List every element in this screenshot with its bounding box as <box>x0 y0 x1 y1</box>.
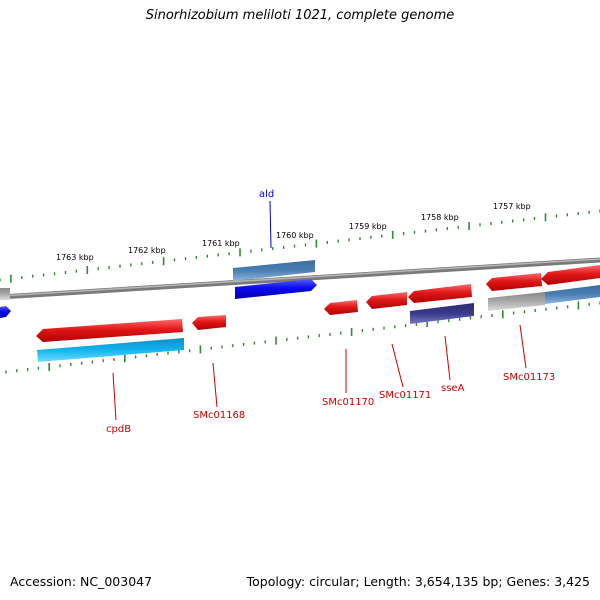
tick-label: 1759 kbp <box>349 222 387 231</box>
gene-feature[interactable] <box>0 306 11 318</box>
label-leader-line <box>112 372 117 421</box>
gene-label-sseA[interactable]: sseA <box>441 383 465 394</box>
tick-label: 1763 kbp <box>56 253 94 262</box>
gene-feature[interactable] <box>488 292 545 311</box>
tick-label: 1757 kbp <box>493 202 531 211</box>
label-leader-line <box>519 324 527 369</box>
gene-feature-ald[interactable] <box>235 279 317 299</box>
label-leader-line <box>269 200 272 249</box>
accession-text: Accession: NC_003047 <box>10 574 153 589</box>
label-leader-line <box>444 335 451 381</box>
outer-tick-ring <box>0 209 600 283</box>
gene-feature-SMc01170[interactable] <box>324 300 358 315</box>
gene-feature[interactable] <box>545 285 600 304</box>
topology-summary: Topology: circular; Length: 3,654,135 bp… <box>246 574 590 589</box>
genome-backbone-highlight <box>0 258 600 297</box>
gene-feature[interactable] <box>37 338 184 362</box>
label-leader-line <box>212 362 218 408</box>
genome-backbone <box>0 257 600 300</box>
gene-label-SMc01170[interactable]: SMc01170 <box>322 397 374 408</box>
gene-label-SMc01171[interactable]: SMc01171 <box>379 390 431 401</box>
gene-label-SMc01168[interactable]: SMc01168 <box>193 410 245 421</box>
gene-feature[interactable] <box>0 288 10 300</box>
tick-label: 1761 kbp <box>202 239 240 248</box>
gene-feature[interactable] <box>233 260 315 281</box>
gene-feature[interactable] <box>408 284 472 303</box>
gene-feature-SMc01171[interactable] <box>366 292 407 309</box>
map-title: Sinorhizobium meliloti 1021, complete ge… <box>145 8 455 23</box>
inner-tick-ring <box>5 301 600 374</box>
gene-feature[interactable] <box>541 265 600 285</box>
gene-feature-SMc01173[interactable] <box>486 273 542 291</box>
gene-label-SMc01173[interactable]: SMc01173 <box>503 372 555 383</box>
tick-label: 1760 kbp <box>276 231 314 240</box>
tick-label: 1762 kbp <box>128 246 166 255</box>
tick-label: 1758 kbp <box>421 213 459 222</box>
gene-feature-sseA[interactable] <box>410 303 474 324</box>
gene-feature-SMc01168[interactable] <box>192 315 226 330</box>
gene-label-ald[interactable]: ald <box>259 189 274 200</box>
label-leader-line <box>391 343 404 388</box>
gene-label-cpdB[interactable]: cpdB <box>106 424 131 435</box>
gene-feature-cpdB[interactable] <box>36 319 183 342</box>
